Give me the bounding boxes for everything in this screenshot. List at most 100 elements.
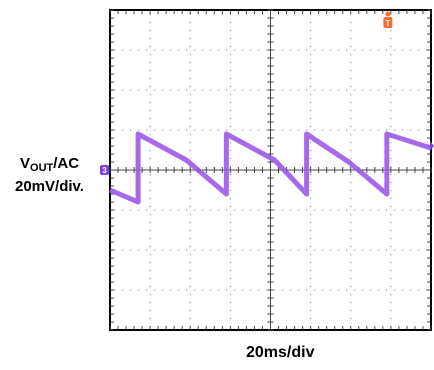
grid-dot xyxy=(350,94,352,96)
grid-dot xyxy=(218,249,220,251)
grid-dot xyxy=(390,318,392,320)
grid-dot xyxy=(210,129,212,131)
grid-dot xyxy=(346,89,348,91)
grid-dot xyxy=(138,209,140,211)
grid-dot xyxy=(170,289,172,291)
grid-dot xyxy=(229,190,231,192)
grid-dot xyxy=(149,54,151,56)
grid-dot xyxy=(189,214,191,216)
grid-dot xyxy=(189,270,191,272)
grid-dot xyxy=(346,129,348,131)
grid-dot xyxy=(322,89,324,91)
grid-dot xyxy=(149,118,151,120)
grid-dot xyxy=(229,294,231,296)
grid-dot xyxy=(390,278,392,280)
grid-dot xyxy=(154,129,156,131)
grid-dot xyxy=(149,254,151,256)
grid-dot xyxy=(130,209,132,211)
grid-dot xyxy=(229,158,231,160)
grid-dot xyxy=(350,118,352,120)
grid-dot xyxy=(189,110,191,112)
grid-dot xyxy=(310,102,312,104)
grid-dot xyxy=(186,209,188,211)
grid-dot xyxy=(130,49,132,51)
grid-dot xyxy=(350,110,352,112)
grid-dot xyxy=(390,166,392,168)
grid-dot xyxy=(229,46,231,48)
grid-dot xyxy=(378,129,380,131)
grid-dot xyxy=(350,254,352,256)
grid-dot xyxy=(322,49,324,51)
grid-dot xyxy=(258,209,260,211)
grid-dot xyxy=(162,289,164,291)
grid-dot xyxy=(418,89,420,91)
grid-dot xyxy=(402,89,404,91)
grid-dot xyxy=(186,129,188,131)
grid-dot xyxy=(310,174,312,176)
grid-dot xyxy=(149,206,151,208)
grid-dot xyxy=(338,289,340,291)
grid-dot xyxy=(310,214,312,216)
grid-dot xyxy=(149,198,151,200)
grid-dot xyxy=(189,142,191,144)
grid-dot xyxy=(390,302,392,304)
grid-dot xyxy=(210,249,212,251)
grid-dot xyxy=(189,246,191,248)
grid-dot xyxy=(149,134,151,136)
grid-dot xyxy=(146,49,148,51)
grid-dot xyxy=(194,289,196,291)
grid-dot xyxy=(154,89,156,91)
grid-dot xyxy=(250,209,252,211)
grid-dot xyxy=(210,289,212,291)
grid-dot xyxy=(226,49,228,51)
grid-dot xyxy=(350,14,352,16)
grid-dot xyxy=(189,302,191,304)
grid-dot xyxy=(242,249,244,251)
grid-dot xyxy=(402,289,404,291)
grid-dot xyxy=(250,129,252,131)
grid-dot xyxy=(346,249,348,251)
grid-dot xyxy=(310,54,312,56)
grid-dot xyxy=(394,209,396,211)
grid-dot xyxy=(229,110,231,112)
grid-dot xyxy=(310,182,312,184)
grid-dot xyxy=(226,129,228,131)
grid-dot xyxy=(189,62,191,64)
grid-dot xyxy=(229,302,231,304)
grid-dot xyxy=(314,289,316,291)
grid-dot xyxy=(226,89,228,91)
grid-dot xyxy=(298,249,300,251)
grid-dot xyxy=(229,206,231,208)
grid-dot xyxy=(386,289,388,291)
grid-dot xyxy=(154,249,156,251)
grid-dot xyxy=(298,129,300,131)
grid-dot xyxy=(362,49,364,51)
grid-dot xyxy=(149,38,151,40)
grid-dot xyxy=(350,150,352,152)
grid-dot xyxy=(229,70,231,72)
grid-dot xyxy=(350,62,352,64)
grid-dot xyxy=(314,49,316,51)
grid-dot xyxy=(350,126,352,128)
grid-dot xyxy=(370,209,372,211)
grid-dot xyxy=(189,222,191,224)
grid-dot xyxy=(410,289,412,291)
grid-dot xyxy=(310,238,312,240)
grid-dot xyxy=(390,118,392,120)
grid-dot xyxy=(138,49,140,51)
grid-dot xyxy=(149,150,151,152)
grid-dot xyxy=(290,129,292,131)
grid-dot xyxy=(130,289,132,291)
grid-dot xyxy=(354,209,356,211)
grid-dot xyxy=(138,129,140,131)
grid-dot xyxy=(229,174,231,176)
grid-dot xyxy=(218,209,220,211)
grid-dot xyxy=(350,142,352,144)
grid-dot xyxy=(162,249,164,251)
grid-dot xyxy=(274,89,276,91)
grid-dot xyxy=(390,102,392,104)
grid-dot xyxy=(322,289,324,291)
grid-dot xyxy=(282,49,284,51)
grid-dot xyxy=(189,182,191,184)
grid-dot xyxy=(350,198,352,200)
